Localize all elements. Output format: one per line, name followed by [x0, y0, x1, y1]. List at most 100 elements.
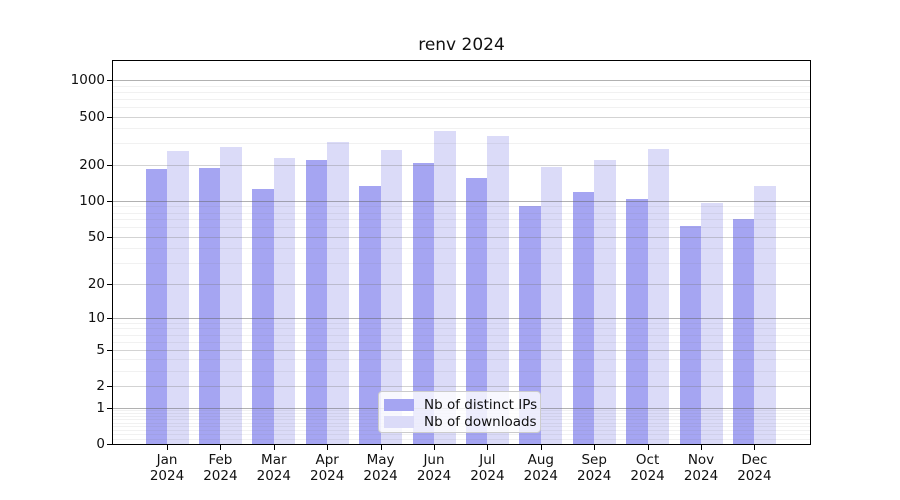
y-tick-mark-10	[107, 317, 112, 319]
y-tick-label-100: 100	[79, 192, 105, 209]
gridline-6	[113, 341, 810, 343]
y-tick-label-1: 1	[96, 399, 105, 416]
y-tick-mark-0	[107, 444, 112, 445]
x-tick-mark-jun	[434, 445, 435, 450]
y-tick-label-10: 10	[87, 309, 105, 326]
x-tick-label-jul: Jul 2024	[470, 452, 505, 484]
x-tick-label-oct: Oct 2024	[630, 452, 665, 484]
gridline-40	[113, 248, 810, 250]
x-tick-label-dec: Dec 2024	[737, 452, 772, 484]
bar-distinct-ips-oct	[626, 198, 648, 444]
axis-spine-bottom	[112, 444, 811, 445]
bar-downloads-aug	[540, 166, 563, 444]
bar-downloads-apr	[327, 141, 349, 444]
x-tick-label-aug: Aug 2024	[523, 452, 558, 484]
gridline-200	[113, 164, 810, 166]
bar-distinct-ips-mar	[252, 188, 274, 444]
legend: Nb of distinct IPs Nb of downloads	[378, 391, 541, 433]
bar-distinct-ips-jan	[145, 169, 167, 444]
x-tick-mark-mar	[273, 445, 275, 450]
axis-spine-left	[112, 60, 113, 445]
bar-distinct-ips-aug	[519, 206, 541, 444]
x-tick-mark-dec	[754, 445, 756, 450]
gridline-2	[113, 386, 810, 388]
y-tick-mark-1	[107, 407, 112, 409]
bar-distinct-ips-apr	[305, 160, 328, 444]
gridline-0.2	[113, 434, 810, 436]
axis-spine-right	[810, 60, 811, 445]
y-tick-label-1000: 1000	[70, 72, 105, 88]
y-tick-mark-500	[107, 116, 112, 118]
gridline-600	[113, 106, 810, 108]
x-tick-label-jan: Jan 2024	[149, 452, 185, 484]
y-tick-mark-20	[107, 283, 112, 285]
y-tick-mark-1000	[107, 80, 112, 81]
x-tick-label-jun: Jun 2024	[416, 452, 452, 484]
y-tick-label-200: 200	[79, 156, 105, 173]
x-tick-mark-apr	[327, 445, 329, 450]
bar-downloads-jan	[167, 151, 189, 444]
bar-distinct-ips-nov	[679, 225, 701, 444]
gridline-4	[113, 359, 810, 361]
y-tick-mark-100	[107, 200, 112, 202]
bar-downloads-mar	[273, 157, 296, 444]
gridline-80	[113, 212, 810, 214]
y-tick-label-5: 5	[96, 341, 105, 358]
bar-distinct-ips-may	[359, 185, 381, 444]
x-tick-mark-sep	[594, 445, 596, 450]
x-tick-mark-jul	[487, 445, 489, 450]
x-tick-label-nov: Nov 2024	[683, 452, 719, 484]
y-tick-mark-5	[107, 349, 112, 351]
gridline-100	[113, 200, 810, 202]
gridline-300	[113, 143, 810, 145]
legend-swatch-distinct-ips	[384, 398, 414, 411]
gridline-9	[113, 322, 810, 324]
gridline-60	[113, 227, 810, 229]
axis-spine-top	[112, 60, 811, 61]
x-tick-mark-may	[380, 445, 382, 450]
gridline-8	[113, 328, 810, 330]
x-tick-mark-jan	[167, 445, 168, 450]
gridline-1000	[113, 80, 810, 81]
gridline-800	[113, 91, 810, 93]
bar-downloads-jul	[487, 135, 509, 444]
y-tick-label-50: 50	[87, 228, 105, 245]
legend-item-downloads: Nb of downloads	[384, 413, 537, 430]
y-tick-label-500: 500	[79, 108, 105, 125]
bar-downloads-may	[380, 149, 403, 444]
x-tick-label-apr: Apr 2024	[310, 452, 345, 484]
gridline-70	[113, 219, 810, 221]
gridline-20	[113, 283, 810, 285]
gridline-10	[113, 317, 810, 319]
bar-downloads-oct	[647, 148, 670, 444]
x-tick-mark-aug	[540, 445, 542, 450]
bar-distinct-ips-jun	[412, 162, 434, 444]
bar-downloads-nov	[701, 202, 723, 444]
bar-distinct-ips-feb	[198, 168, 221, 444]
legend-label-distinct-ips: Nb of distinct IPs	[424, 396, 538, 413]
gridline-500	[113, 116, 810, 118]
legend-swatch-downloads	[384, 415, 414, 428]
bar-downloads-jun	[434, 130, 456, 444]
gridline-5	[113, 349, 810, 351]
x-tick-label-mar: Mar 2024	[256, 452, 291, 484]
gridline-50	[113, 236, 810, 238]
gridline-0.1	[113, 439, 810, 440]
bar-distinct-ips-dec	[732, 218, 755, 444]
gridline-90	[113, 206, 810, 208]
y-tick-mark-50	[107, 236, 112, 238]
y-tick-label-0: 0	[96, 436, 105, 452]
y-tick-label-20: 20	[87, 275, 105, 292]
legend-label-downloads: Nb of downloads	[424, 413, 537, 430]
bar-downloads-dec	[754, 186, 776, 444]
plot-area: Nb of distinct IPs Nb of downloads	[113, 60, 810, 444]
gridline-7	[113, 334, 810, 336]
y-tick-mark-2	[107, 386, 112, 388]
legend-item-distinct-ips: Nb of distinct IPs	[384, 396, 537, 413]
x-tick-label-feb: Feb 2024	[203, 452, 238, 484]
gridline-400	[113, 128, 810, 130]
chart-title: renv 2024	[418, 35, 505, 55]
bar-downloads-sep	[594, 159, 616, 444]
bar-distinct-ips-jul	[465, 177, 488, 444]
